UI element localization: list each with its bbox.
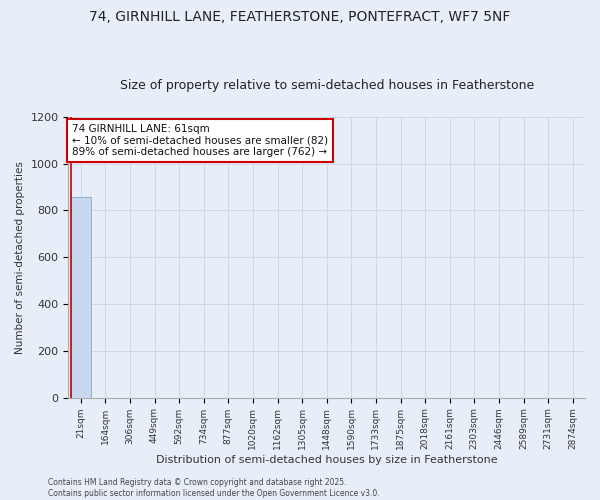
Y-axis label: Number of semi-detached properties: Number of semi-detached properties: [15, 160, 25, 354]
Text: 74 GIRNHILL LANE: 61sqm
← 10% of semi-detached houses are smaller (82)
89% of se: 74 GIRNHILL LANE: 61sqm ← 10% of semi-de…: [72, 124, 328, 157]
Text: 74, GIRNHILL LANE, FEATHERSTONE, PONTEFRACT, WF7 5NF: 74, GIRNHILL LANE, FEATHERSTONE, PONTEFR…: [89, 10, 511, 24]
X-axis label: Distribution of semi-detached houses by size in Featherstone: Distribution of semi-detached houses by …: [156, 455, 497, 465]
Bar: [71, 197, 91, 398]
Text: Contains HM Land Registry data © Crown copyright and database right 2025.
Contai: Contains HM Land Registry data © Crown c…: [48, 478, 380, 498]
Title: Size of property relative to semi-detached houses in Featherstone: Size of property relative to semi-detach…: [119, 79, 534, 92]
